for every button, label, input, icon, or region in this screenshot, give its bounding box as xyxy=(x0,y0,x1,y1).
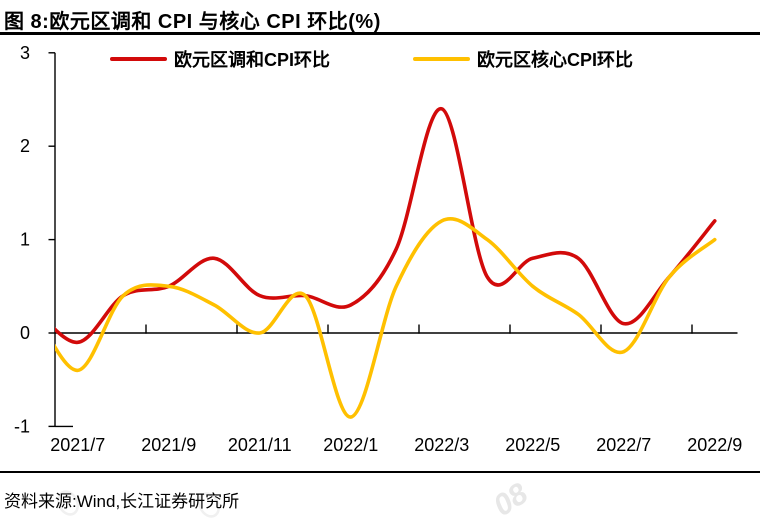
title-underline xyxy=(0,32,760,35)
x-tick-label: 2022/9 xyxy=(687,435,742,455)
y-tick-label: 0 xyxy=(20,323,30,343)
series-line-core-cpi xyxy=(55,217,717,419)
legend-item-core-cpi: 欧元区核心CPI环比 xyxy=(413,47,633,71)
watermark-circle xyxy=(57,490,79,516)
legend-swatch-yellow-line xyxy=(413,57,470,61)
legend-label-harmonized-cpi: 欧元区调和CPI环比 xyxy=(174,50,331,70)
x-tick-label: 2021/11 xyxy=(228,435,292,455)
x-tick-label: 2022/1 xyxy=(323,435,378,455)
chart-legend: 欧元区调和CPI环比 欧元区核心CPI环比 xyxy=(0,47,760,71)
legend-item-harmonized-cpi: 欧元区调和CPI环比 xyxy=(110,47,330,71)
x-tick-label: 2022/3 xyxy=(414,435,469,455)
legend-swatch-red-line xyxy=(110,57,167,61)
x-tick-label: 2021/9 xyxy=(141,435,196,455)
y-tick-label: -1 xyxy=(14,416,30,436)
x-tick-label: 2022/7 xyxy=(596,435,651,455)
x-tick-label: 2021/7 xyxy=(50,435,105,455)
legend-label-core-cpi: 欧元区核心CPI环比 xyxy=(477,50,634,70)
source-divider-line xyxy=(0,471,760,473)
y-tick-label: 2 xyxy=(20,136,30,156)
source-attribution: 资料来源:Wind,长江证券研究所 xyxy=(4,492,240,511)
watermark-circle xyxy=(198,492,220,518)
watermark-text: 08 xyxy=(488,477,534,520)
figure-title: 图 8:欧元区调和 CPI 与核心 CPI 环比(%) xyxy=(4,11,381,33)
y-tick-label: 1 xyxy=(20,230,30,250)
y-tick-label: 3 xyxy=(20,43,30,63)
series-line-harmonized-cpi xyxy=(55,107,717,345)
x-tick-label: 2022/5 xyxy=(505,435,560,455)
